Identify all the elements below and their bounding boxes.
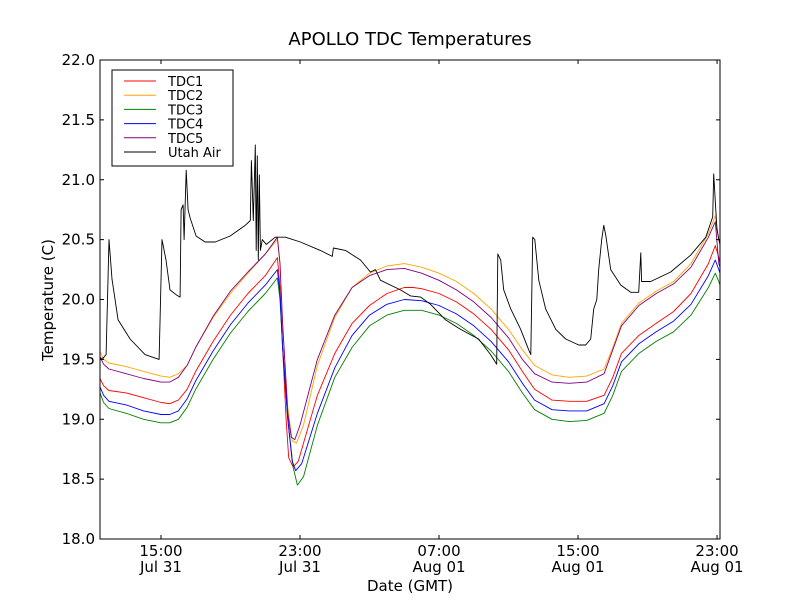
y-tick-label: 20.0 bbox=[62, 291, 95, 309]
legend-label-tdc4: TDC4 bbox=[167, 118, 203, 133]
series-line-tdc5 bbox=[100, 221, 720, 441]
legend-label-tdc5: TDC5 bbox=[167, 132, 203, 147]
y-tick-label: 18.5 bbox=[62, 470, 95, 488]
y-tick-label: 18.0 bbox=[62, 530, 95, 548]
x-tick-label-date: Aug 01 bbox=[412, 558, 465, 576]
y-tick-label: 19.0 bbox=[62, 410, 95, 428]
y-axis: 18.0 18.5 19.0 19.5 20.0 20.5 21.0 21.5 22.0 bbox=[62, 51, 720, 548]
series-line-utah-air bbox=[100, 144, 720, 365]
chart-title: APOLLO TDC Temperatures bbox=[288, 29, 531, 50]
y-tick-label: 19.5 bbox=[62, 350, 95, 368]
x-tick-label-time: 15:00 bbox=[556, 542, 599, 560]
y-tick-label: 22.0 bbox=[62, 51, 95, 69]
y-tick-label: 20.5 bbox=[62, 231, 95, 249]
x-tick-label-date: Jul 31 bbox=[278, 558, 321, 576]
series-line-tdc3 bbox=[100, 272, 720, 486]
legend-label-tdc3: TDC3 bbox=[167, 103, 203, 118]
series-line-tdc4 bbox=[100, 259, 720, 472]
x-tick-label-date: Jul 31 bbox=[139, 558, 182, 576]
series-line-tdc1 bbox=[100, 245, 720, 468]
y-tick-label: 21.5 bbox=[62, 111, 95, 129]
x-tick-label-time: 07:00 bbox=[417, 542, 460, 560]
legend-label-utah-air: Utah Air bbox=[168, 146, 221, 161]
y-axis-label: Temperature (C) bbox=[39, 239, 57, 362]
legend-box bbox=[111, 69, 234, 167]
x-tick-label-time: 23:00 bbox=[695, 542, 738, 560]
x-tick-label-date: Aug 01 bbox=[551, 558, 604, 576]
x-tick-label-date: Aug 01 bbox=[690, 558, 743, 576]
x-tick-label-time: 15:00 bbox=[139, 542, 182, 560]
x-axis-label: Date (GMT) bbox=[367, 577, 453, 595]
legend-label-tdc2: TDC2 bbox=[167, 89, 203, 104]
series-layer bbox=[100, 144, 720, 486]
y-tick-label: 21.0 bbox=[62, 171, 95, 189]
legend-label-tdc1: TDC1 bbox=[167, 75, 203, 90]
x-tick-label-time: 23:00 bbox=[278, 542, 321, 560]
